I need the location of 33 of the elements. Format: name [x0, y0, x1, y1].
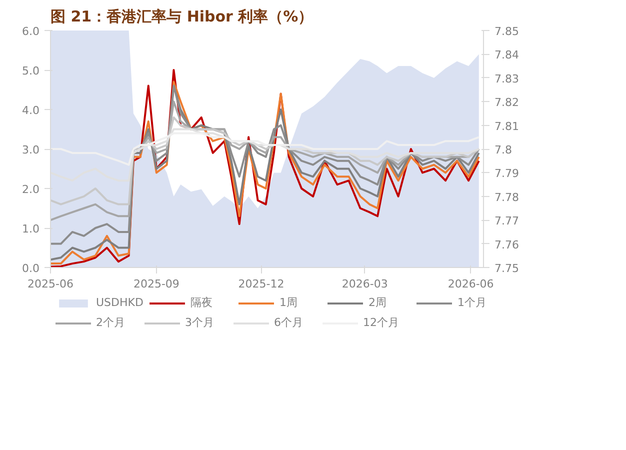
y-tick-label: 6.0 [22, 25, 40, 38]
y2-tick-label: 7.75 [494, 262, 519, 275]
y2-tick-label: 7.78 [494, 190, 519, 204]
x-tick-label: 2026-06 [448, 278, 494, 290]
x-tick-label: 2026-03 [342, 278, 388, 290]
legend-label: 1周 [279, 295, 298, 310]
legend-label: 12个月 [363, 315, 400, 330]
y2-tick-label: 7.79 [494, 167, 519, 180]
y2-tick-label: 7.85 [494, 25, 519, 38]
y-tick-label: 4.0 [22, 104, 40, 117]
legend-label: 隔夜 [190, 295, 214, 310]
y2-tick-label: 7.81 [494, 120, 519, 133]
legend-label: USDHKD [96, 296, 144, 309]
y-tick-label: 1.0 [22, 222, 40, 236]
x-tick-label: 2025-09 [133, 278, 180, 290]
y-tick-label: 2.0 [22, 183, 40, 196]
y-tick-label: 0.0 [22, 262, 40, 275]
y2-tick-label: 7.77 [494, 214, 519, 228]
y2-tick-label: 7.82 [494, 96, 519, 110]
legend-label: 2周 [368, 295, 388, 310]
chart-title: 图 21：香港汇率与 Hibor 利率（%） [50, 8, 314, 26]
x-tick-label: 2025-06 [28, 278, 74, 290]
legend-label: 2个月 [96, 315, 126, 330]
y2-tick-label: 7.8 [494, 144, 512, 156]
legend-label: 1个月 [457, 295, 488, 310]
legend-label: 3个月 [185, 315, 215, 330]
y2-tick-label: 7.84 [494, 48, 519, 62]
x-tick-label: 2025-12 [238, 278, 284, 290]
y-tick-label: 5.0 [22, 64, 40, 78]
y2-tick-label: 7.76 [494, 238, 519, 252]
y2-tick-label: 7.83 [494, 72, 519, 86]
y-tick-label: 3.0 [22, 144, 40, 156]
legend-label: 6个月 [274, 315, 304, 330]
